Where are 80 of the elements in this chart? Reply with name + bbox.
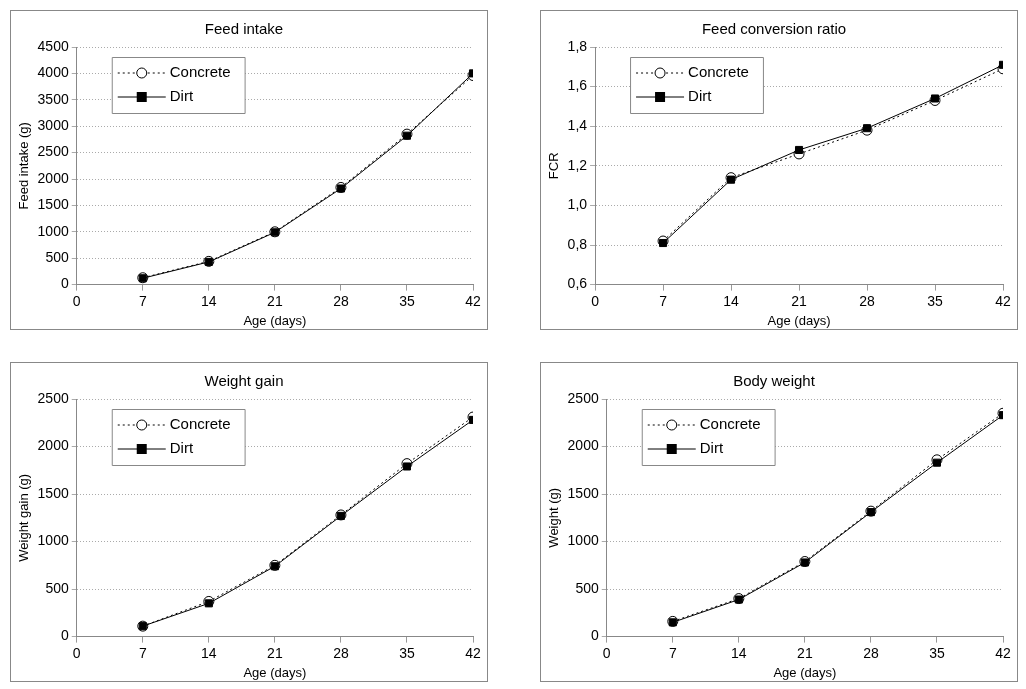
x-tick-label: 28 (333, 292, 349, 309)
y-axis-title: Weight (g) (546, 487, 562, 548)
y-tick-label: 1,0 (567, 196, 588, 213)
y-tick-label: 1,8 (567, 37, 588, 54)
x-tick-label: 14 (201, 644, 217, 661)
x-tick-label: 35 (399, 644, 415, 661)
y-tick-label: 2500 (567, 389, 599, 406)
x-tick-label: 14 (201, 292, 217, 309)
x-tick-label: 21 (791, 292, 808, 309)
x-axis-title: Age (days) (773, 664, 837, 680)
x-tick-label: 21 (797, 644, 813, 661)
x-tick-label: 14 (723, 292, 740, 309)
x-tick-label: 42 (465, 644, 481, 661)
y-tick-label: 0 (590, 627, 599, 644)
y-tick-label: 2000 (567, 437, 599, 454)
x-tick-label: 21 (267, 644, 283, 661)
x-tick-label: 7 (659, 292, 668, 309)
y-tick-label: 1,6 (567, 77, 588, 94)
y-tick-label: 500 (45, 249, 69, 266)
y-tick-label: 1500 (37, 484, 69, 501)
x-tick-label: 14 (731, 644, 747, 661)
point (932, 458, 941, 467)
y-tick-label: 2000 (37, 169, 69, 186)
chart-title: Feed intake (204, 20, 284, 38)
y-tick-label: 1,2 (567, 156, 588, 173)
y-axis-title: FCR (546, 152, 562, 180)
x-axis-title: Age (days) (243, 312, 307, 328)
y-tick-label: 2500 (37, 143, 69, 160)
y-tick-label: 2500 (37, 389, 69, 406)
x-tick-label: 0 (72, 644, 81, 661)
x-tick-label: 7 (668, 644, 677, 661)
x-tick-label: 42 (995, 292, 1011, 309)
y-tick-label: 1000 (37, 532, 69, 549)
legend-label: Concrete (688, 63, 749, 81)
y-tick-label: 1000 (567, 532, 599, 549)
y-tick-label: 2000 (37, 437, 69, 454)
x-tick-label: 28 (859, 292, 876, 309)
legend-label: Dirt (699, 439, 724, 457)
chart-title: Body weight (733, 372, 816, 390)
x-tick-label: 28 (863, 644, 879, 661)
x-tick-label: 35 (399, 292, 415, 309)
y-tick-label: 4500 (37, 37, 69, 54)
y-tick-label: 0,6 (567, 275, 588, 292)
point (204, 599, 213, 608)
x-tick-label: 28 (333, 644, 349, 661)
point (402, 462, 411, 471)
x-tick-label: 7 (138, 292, 147, 309)
point (795, 145, 804, 154)
y-tick-label: 3000 (37, 117, 69, 134)
x-axis-title: Age (days) (767, 312, 831, 328)
y-tick-label: 0 (60, 275, 69, 292)
chart-title: Weight gain (204, 372, 284, 390)
y-tick-label: 1,4 (567, 117, 588, 134)
x-tick-label: 21 (267, 292, 283, 309)
y-tick-label: 500 (45, 579, 69, 596)
x-tick-label: 0 (602, 644, 611, 661)
y-tick-label: 4000 (37, 64, 69, 81)
y-tick-label: 3500 (37, 90, 69, 107)
y-tick-label: 1500 (37, 196, 69, 213)
x-tick-label: 42 (465, 292, 481, 309)
x-tick-label: 35 (929, 644, 945, 661)
y-tick-label: 500 (575, 579, 599, 596)
legend-label: Concrete (169, 63, 231, 81)
legend-label: Concrete (169, 415, 231, 433)
y-axis-title: Feed intake (g) (16, 122, 32, 210)
x-tick-label: 7 (138, 644, 147, 661)
chart-title: Feed conversion ratio (701, 20, 847, 38)
y-tick-label: 1000 (37, 222, 69, 239)
x-axis-title: Age (days) (243, 664, 307, 680)
x-tick-label: 0 (72, 292, 81, 309)
legend-label: Dirt (169, 439, 194, 457)
legend-label: Dirt (688, 87, 713, 105)
y-tick-label: 0,8 (567, 235, 588, 252)
legend-label: Concrete (699, 415, 761, 433)
y-axis-title: Weight gain (g) (16, 473, 32, 562)
legend-label: Dirt (169, 87, 194, 105)
y-tick-label: 0 (60, 627, 69, 644)
x-tick-label: 35 (927, 292, 944, 309)
y-tick-label: 1500 (567, 484, 599, 501)
x-tick-label: 42 (995, 644, 1011, 661)
